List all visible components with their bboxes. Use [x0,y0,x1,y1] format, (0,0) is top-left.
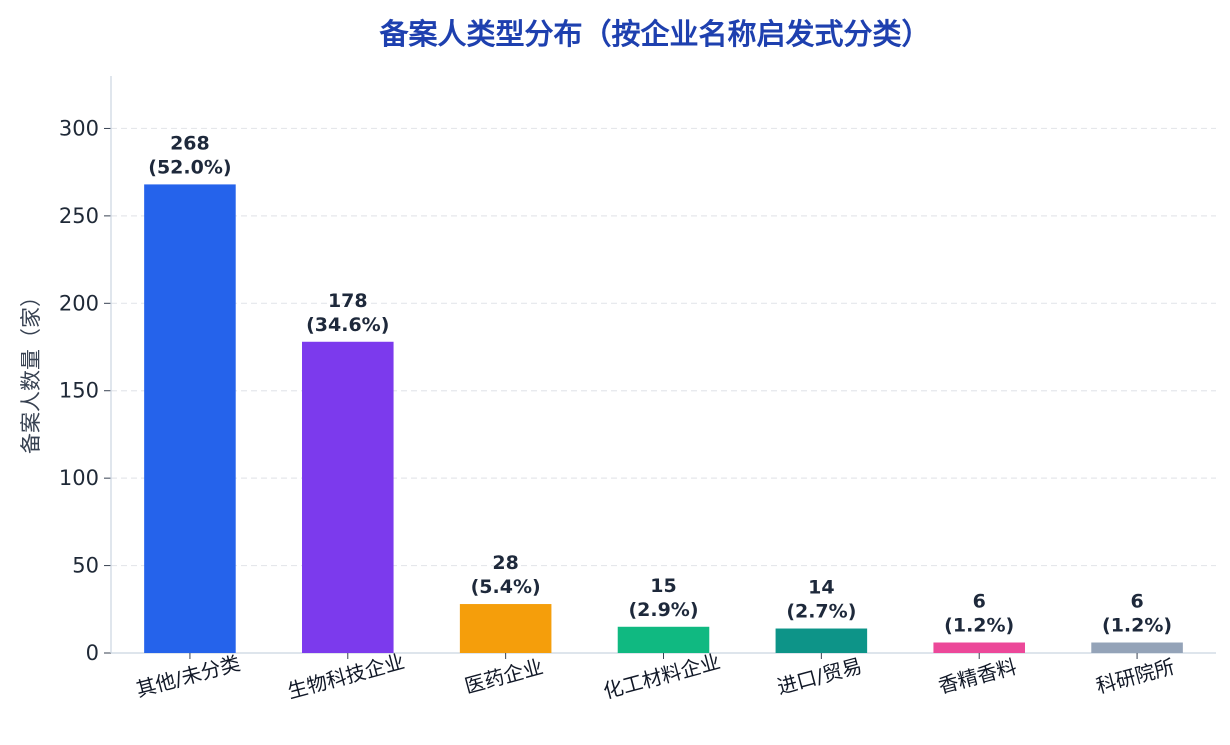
y-tick-label: 100 [59,466,99,490]
x-tick-label: 其他/未分类 [133,651,242,702]
y-tick-label: 50 [72,554,99,578]
percent-label: (1.2%) [1102,615,1172,637]
value-label: 6 [1130,591,1143,613]
value-label: 6 [973,591,986,613]
bar [459,604,552,653]
percent-label: (52.0%) [148,156,231,178]
value-label: 14 [808,577,834,599]
x-tick-label: 香精香料 [936,654,1019,698]
x-tick-label: 生物科技企业 [285,649,407,703]
bars [144,184,1183,653]
x-tick-label: 化工材料企业 [601,649,723,703]
grid-lines [111,127,1216,567]
bar [302,341,394,653]
axes [104,76,1216,659]
percent-label: (34.6%) [306,314,389,336]
y-tick-label: 0 [86,641,99,665]
percent-label: (1.2%) [944,615,1014,637]
value-label: 15 [650,575,676,597]
y-tick-label: 200 [59,291,99,315]
bar [144,184,236,653]
percent-label: (2.9%) [628,599,698,621]
x-tick-label: 进口/贸易 [775,653,865,699]
data-labels: 268(52.0%) 178(34.6%) 28(5.4%) 15(2.9%) 14(2… [148,132,1172,636]
bar [617,626,710,653]
bar [775,628,868,653]
x-tick-label: 科研院所 [1094,654,1177,698]
y-tick-label: 300 [59,116,99,140]
x-tick-label: 医药企业 [462,654,545,698]
y-tick-label: 250 [59,204,99,228]
y-axis-label: 备案人数量（家） [19,286,43,454]
percent-label: (5.4%) [471,576,541,598]
bar [1091,642,1183,653]
chart-title: 备案人类型分布（按企业名称启发式分类） [378,17,930,51]
value-label: 28 [492,552,518,574]
value-label: 178 [328,290,368,312]
value-label: 268 [170,132,210,154]
y-tick-label: 150 [59,379,99,403]
percent-label: (2.7%) [786,601,856,623]
bar [933,642,1025,653]
